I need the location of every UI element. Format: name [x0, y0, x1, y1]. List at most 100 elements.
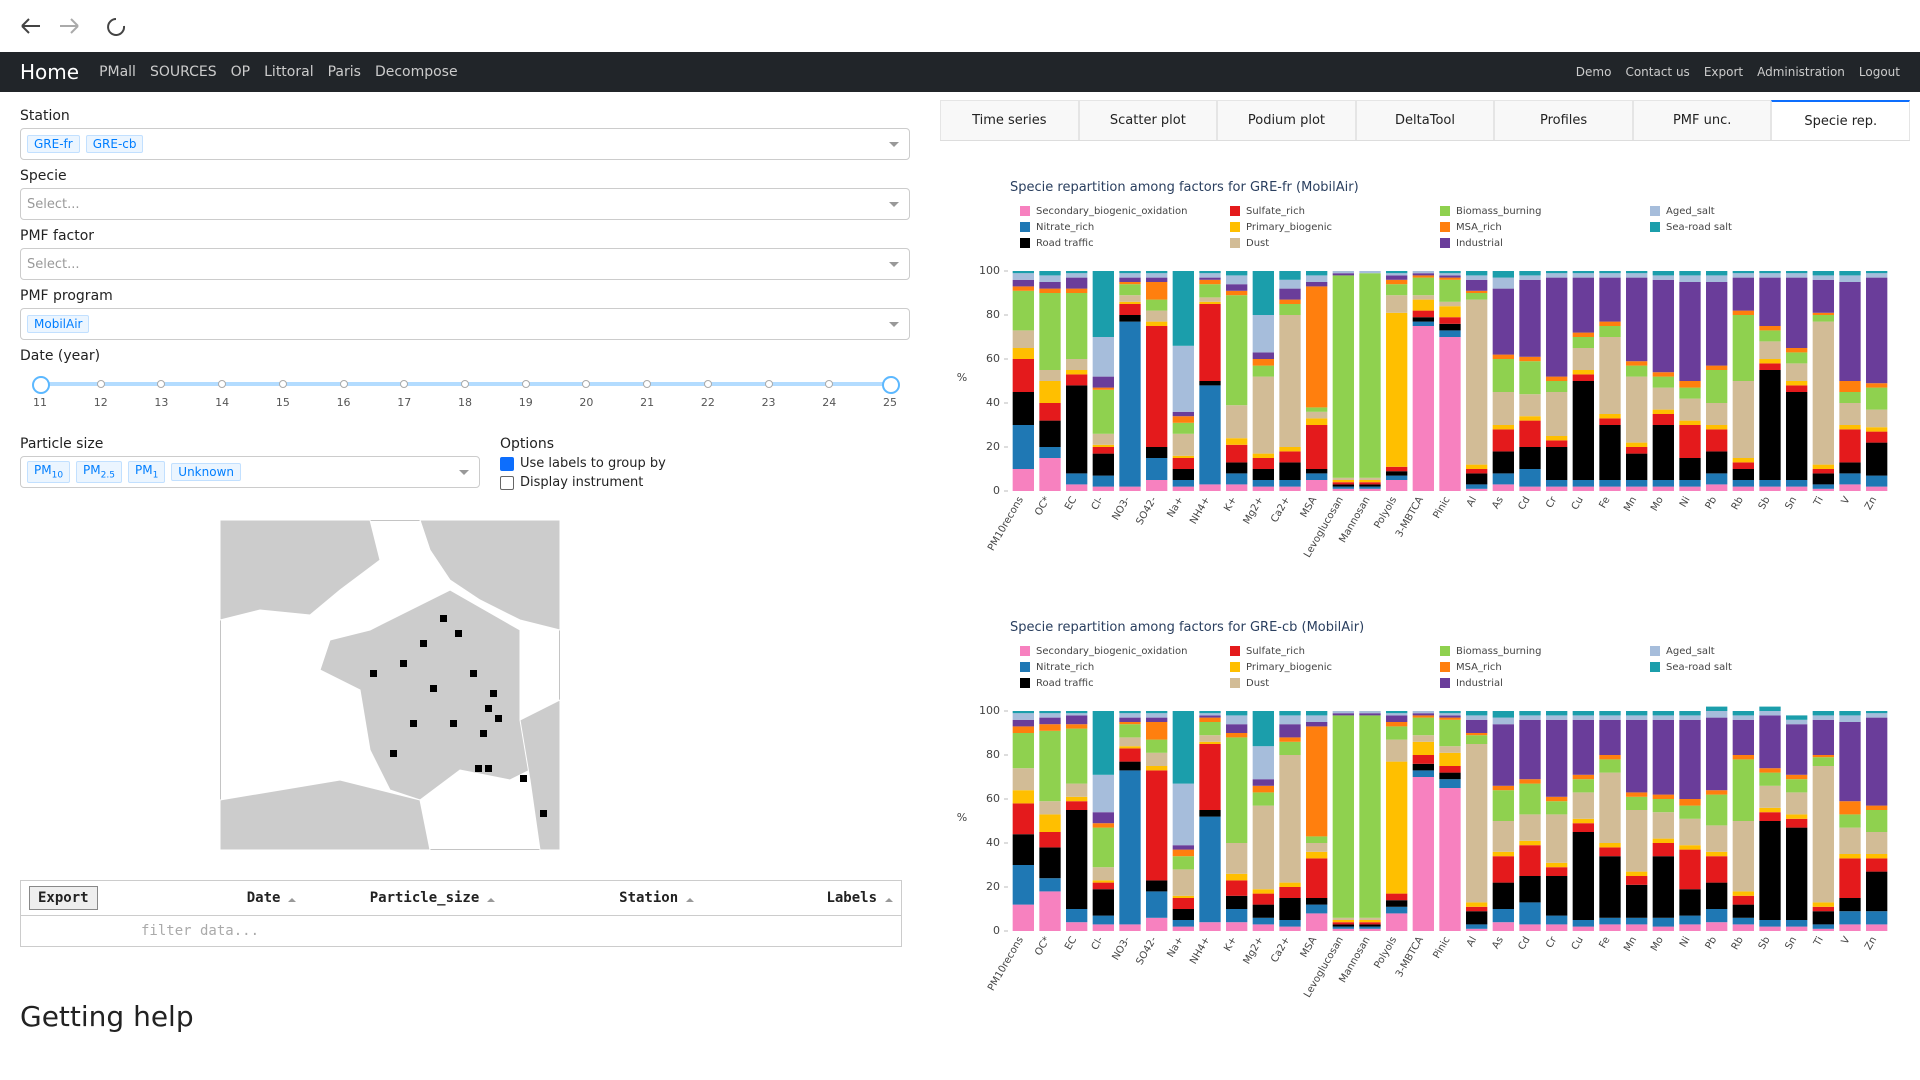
- station-marker[interactable]: [470, 670, 477, 677]
- chart: 0 20 40 60 80 100% PM10recons OC* EC Cl- NO3- SO42-…: [957, 180, 1888, 560]
- nav-link[interactable]: Paris: [327, 64, 361, 80]
- land-spain: [220, 779, 431, 850]
- x-tick-label: Ti: [1812, 495, 1826, 509]
- station-marker[interactable]: [455, 630, 462, 637]
- factor-select[interactable]: Select...: [20, 248, 910, 280]
- bar-segment: [1492, 724, 1514, 786]
- nav-link[interactable]: Decompose: [374, 64, 458, 80]
- tab[interactable]: DeltaTool: [1355, 100, 1495, 140]
- specie-select[interactable]: Select...: [20, 188, 910, 220]
- chip[interactable]: GRE-cb: [85, 135, 144, 153]
- nav-link[interactable]: Demo: [1575, 65, 1612, 79]
- checkbox[interactable]: Use labels to group by: [500, 456, 666, 471]
- bar-segment: [1092, 915, 1114, 925]
- slider-handle[interactable]: [32, 376, 50, 394]
- station-marker[interactable]: [485, 765, 492, 772]
- filter-row[interactable]: filter data...: [21, 916, 901, 946]
- bar-segment: [1439, 301, 1461, 307]
- chip[interactable]: GRE-fr: [27, 135, 80, 153]
- bar-segment: [1439, 788, 1461, 931]
- slider-handle[interactable]: [882, 376, 900, 394]
- bar-segment: [1279, 887, 1301, 898]
- slider-label: 11: [33, 396, 47, 409]
- column-header[interactable]: Labels: [702, 890, 901, 906]
- station-marker[interactable]: [495, 715, 502, 722]
- bar-segment: [1546, 801, 1568, 815]
- station-marker[interactable]: [390, 750, 397, 757]
- bar-segment: [1626, 711, 1648, 716]
- checkbox-box: [500, 475, 514, 490]
- tab[interactable]: Time series: [940, 100, 1079, 140]
- column-header[interactable]: Particle_size: [304, 890, 503, 906]
- station-marker[interactable]: [485, 705, 492, 712]
- bar-segment: [1412, 299, 1434, 311]
- tab[interactable]: PMF unc.: [1632, 100, 1772, 140]
- station-marker[interactable]: [440, 615, 447, 622]
- field-label: Station: [20, 108, 70, 124]
- chip[interactable]: Unknown: [171, 463, 242, 481]
- station-marker[interactable]: [520, 775, 527, 782]
- bar-segment: [1092, 271, 1114, 337]
- nav-link[interactable]: Contact us: [1625, 65, 1690, 79]
- x-tick-label: Na+: [1165, 935, 1186, 960]
- export-button[interactable]: Export: [29, 886, 98, 910]
- chip[interactable]: PM2.5: [76, 461, 122, 483]
- nav-link[interactable]: Administration: [1757, 65, 1845, 79]
- column-header[interactable]: Station: [503, 890, 702, 906]
- tab[interactable]: Profiles: [1494, 100, 1633, 140]
- reload-icon[interactable]: [107, 18, 126, 36]
- chip[interactable]: PM1: [127, 461, 166, 483]
- bar-segment: [1572, 480, 1594, 487]
- station-marker[interactable]: [490, 690, 497, 697]
- bar-segment: [1199, 385, 1221, 485]
- nav-link[interactable]: Logout: [1858, 65, 1900, 79]
- tab[interactable]: Scatter plot: [1078, 100, 1218, 140]
- bar-segment: [1252, 779, 1274, 786]
- y-tick-label: 60: [986, 352, 1000, 365]
- date-slider[interactable]: 11 12 13 14 15 16 17 18 19 20 21 22 23 24 25: [32, 372, 900, 422]
- tab[interactable]: Specie rep.: [1771, 100, 1911, 140]
- nav-link[interactable]: Export: [1703, 65, 1744, 79]
- station-marker[interactable]: [450, 720, 457, 727]
- bar-segment: [1492, 711, 1514, 718]
- station-marker[interactable]: [420, 640, 427, 647]
- bar-segment: [1786, 818, 1808, 828]
- chip[interactable]: MobilAir: [27, 315, 90, 333]
- bar-segment: [1386, 275, 1408, 280]
- bar-segment: [1119, 722, 1141, 725]
- station-marker[interactable]: [410, 720, 417, 727]
- legend-swatch: [1440, 662, 1450, 672]
- chip[interactable]: PM10: [27, 461, 71, 483]
- back-icon[interactable]: [21, 18, 40, 34]
- station-marker[interactable]: [400, 660, 407, 667]
- station-marker[interactable]: [540, 810, 547, 817]
- size-select[interactable]: PM10 PM2.5 PM1 Unknown: [20, 456, 480, 488]
- bar-segment: [1412, 717, 1434, 736]
- tab[interactable]: Podium plot: [1217, 100, 1356, 140]
- bar-segment: [1572, 920, 1594, 927]
- bar-segment: [1119, 711, 1141, 714]
- brand[interactable]: Home: [20, 60, 80, 84]
- nav-link[interactable]: PMall: [99, 64, 136, 80]
- bar-segment: [1626, 810, 1648, 872]
- x-tick-label: Sn: [1783, 495, 1799, 511]
- column-header[interactable]: Date: [106, 890, 305, 906]
- bar-segment: [1519, 486, 1541, 491]
- nav-link[interactable]: OP: [230, 64, 251, 80]
- checkbox[interactable]: Display instrument: [500, 475, 666, 490]
- forward-icon[interactable]: [60, 18, 79, 34]
- bar-segment: [1172, 411, 1194, 417]
- program-select[interactable]: MobilAir: [20, 308, 910, 340]
- station-marker[interactable]: [370, 670, 377, 677]
- bar-segment: [1572, 370, 1594, 375]
- station-select[interactable]: GRE-fr GRE-cb: [20, 128, 910, 160]
- bar-segment: [1012, 273, 1034, 280]
- nav-link[interactable]: Littoral: [264, 64, 314, 80]
- station-marker[interactable]: [430, 685, 437, 692]
- bar-segment: [1466, 271, 1488, 276]
- nav-link[interactable]: SOURCES: [149, 64, 217, 80]
- station-marker[interactable]: [475, 765, 482, 772]
- bar-segment: [1732, 277, 1754, 311]
- station-marker[interactable]: [480, 730, 487, 737]
- bar-segment: [1092, 880, 1114, 883]
